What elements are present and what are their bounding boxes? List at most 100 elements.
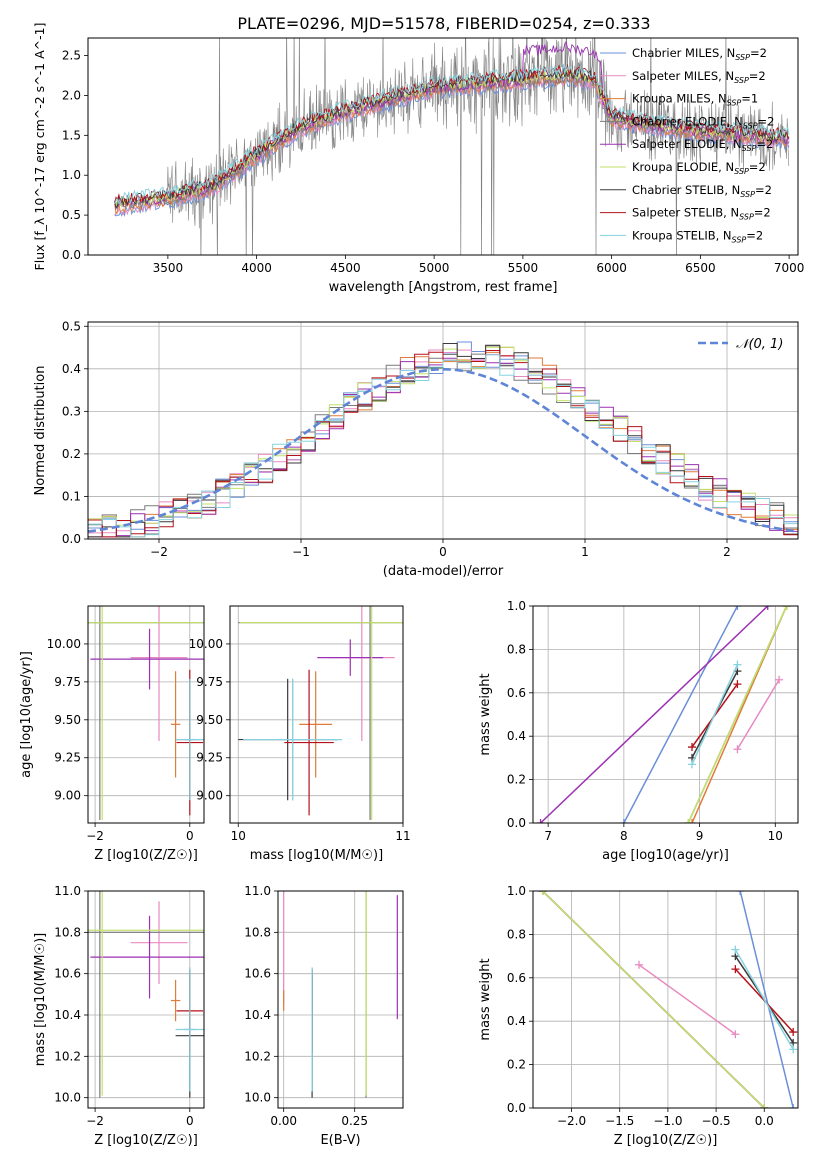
x-tick-label: −2 [86, 829, 104, 843]
errorbar-plot-area [88, 891, 204, 1098]
axes-frame [87, 37, 799, 256]
mass-weight-point [760, 1104, 769, 1108]
mass-weight-line [734, 949, 794, 1050]
y-tick-label: 0.1 [62, 489, 81, 503]
observed-spectrum-line [114, 38, 790, 255]
mass-weight-line [542, 891, 765, 1108]
mass-weight-point [731, 945, 740, 954]
chart-age-vs-Z: −2 0 9.00 9.25 9.50 9.75 10.00 Z [log10(Z/Z☉)] a… [19, 605, 205, 863]
legend-entry-label: Salpeter MILES, NSSP=2 [632, 69, 766, 85]
x-tick-label: 11 [395, 829, 410, 843]
y-tick-label: 9.50 [54, 713, 81, 727]
mass-weight-point [733, 606, 742, 610]
y-axis-label: age [log10(age/yr)] [19, 651, 34, 778]
y-tick-label: 1.0 [62, 168, 81, 182]
mass-weight-point [736, 891, 745, 895]
x-tick-label: 5000 [419, 261, 450, 275]
x-axis-label: (data-model)/error [383, 564, 504, 579]
x-axis-label: wavelength [Angstrom, rest frame] [329, 280, 558, 295]
axes-frame [229, 605, 404, 824]
y-tick-label: 2.5 [62, 49, 81, 63]
mass-weight-line [739, 891, 794, 1108]
x-tick-label: −1.0 [653, 1114, 682, 1128]
y-axis-label: Normed distribution [33, 366, 48, 496]
x-tick-label: 4500 [330, 261, 361, 275]
mass-weight-point [536, 819, 545, 823]
y-tick-label: 0.3 [62, 404, 81, 418]
y-tick-label: 9.00 [54, 789, 81, 803]
x-tick-label: −0.5 [702, 1114, 731, 1128]
mass-weight-line [691, 664, 739, 765]
y-tick-label: 0.8 [507, 642, 526, 656]
x-tick-label: 0 [186, 1114, 194, 1128]
errorbar-plot-area [283, 891, 398, 1098]
x-axis-label: Z [log10(Z/Z☉)] [94, 1133, 198, 1148]
legend-entry-label: Kroupa ELODIE, NSSP=2 [632, 160, 766, 176]
x-tick-label: −2.0 [557, 1114, 586, 1128]
residual-histogram [88, 354, 798, 538]
chart-age-vs-mass: 10 11 9.00 9.25 9.50 9.75 10.00 mass [log10(M/M… [189, 605, 411, 863]
mass-weight-point [688, 743, 696, 752]
x-tick-label: 8 [620, 829, 628, 843]
y-tick-label: 10.2 [54, 1049, 81, 1063]
x-tick-label: 0.00 [270, 1114, 297, 1128]
y-tick-label: 11.0 [244, 884, 271, 898]
x-tick-label: 0.25 [341, 1114, 368, 1128]
x-tick-label: 9 [696, 829, 704, 843]
spectrum-legend: Chabrier MILES, NSSP=2 Salpeter MILES, NS… [600, 46, 774, 244]
chart-mass-vs-Z: −2 0 10.0 10.2 10.4 10.6 10.8 11.0 Z [log10(Z/Z☉… [33, 884, 205, 1148]
x-tick-label: 0 [186, 829, 194, 843]
y-tick-label: 11.0 [54, 884, 81, 898]
axes-frame [532, 605, 799, 824]
y-tick-label: 10.0 [54, 1091, 81, 1105]
legend-entry-label: Chabrier MILES, NSSP=2 [632, 46, 767, 62]
residuals-plot-area [88, 341, 798, 538]
mass-weight-point [789, 1104, 798, 1108]
x-tick-label: 5500 [508, 261, 539, 275]
x-tick-label: 1 [581, 545, 589, 559]
chart-mw-vs-Z: −2.0 −1.5 −1.0 −0.5 0.0 0.0 0.2 0.4 0.6 0.8 1.0 Z [… [478, 884, 799, 1148]
y-tick-label: 10.4 [54, 1008, 81, 1022]
legend-entry-label: Salpeter ELODIE, NSSP=2 [632, 137, 773, 153]
mass-weight-point [733, 680, 742, 689]
y-tick-label: 1.0 [507, 599, 526, 613]
y-tick-label: 0.0 [62, 248, 81, 262]
mass-weight-point [619, 819, 628, 823]
figure-title: PLATE=0296, MJD=51578, FIBERID=0254, z=0… [237, 14, 650, 33]
x-tick-label: 2 [723, 545, 731, 559]
axes-frame [87, 890, 205, 1109]
mass-weight-point [782, 606, 791, 610]
y-tick-label: 9.75 [54, 675, 81, 689]
y-tick-label: 2.0 [62, 88, 81, 102]
mass-weight-line [623, 606, 739, 823]
mass-weight-point [731, 965, 740, 974]
y-tick-label: 10.6 [244, 967, 271, 981]
y-tick-label: 9.25 [54, 751, 81, 765]
y-tick-label: 1.0 [507, 884, 526, 898]
y-tick-label: 10.8 [54, 925, 81, 939]
mass-weight-point [733, 745, 742, 754]
y-tick-label: 0.5 [62, 319, 81, 333]
errorbar-plot-area [88, 606, 204, 820]
x-axis-label: age [log10(age/yr)] [602, 848, 729, 863]
axes-frame [87, 605, 205, 824]
y-tick-label: 0.0 [507, 1101, 526, 1115]
mass-weight-point [763, 606, 772, 610]
mass-weight-line [638, 964, 736, 1035]
legend-entry-label: Chabrier ELODIE, NSSP=2 [632, 114, 774, 130]
y-tick-label: 0.2 [507, 1058, 526, 1072]
y-tick-label: 10.6 [54, 967, 81, 981]
x-tick-label: 7000 [774, 261, 805, 275]
chart-residuals: −2 −1 0 1 2 0.0 0.1 0.2 0.3 0.4 0.5 (data-model)/er… [33, 319, 799, 579]
legend-entry-label: Kroupa STELIB, NSSP=2 [632, 228, 763, 244]
y-tick-label: 0.4 [62, 362, 81, 376]
chart-mw-vs-age: 7 8 9 10 0.0 0.2 0.4 0.6 0.8 1.0 age [log10(age/yr… [478, 599, 799, 863]
y-tick-label: 0.2 [507, 773, 526, 787]
x-tick-label: 6500 [685, 261, 716, 275]
x-tick-label: −1 [292, 545, 310, 559]
residual-histogram [88, 350, 798, 538]
y-tick-label: 9.50 [196, 713, 223, 727]
y-axis-label: mass weight [478, 958, 493, 1040]
mass-weight-point [733, 660, 742, 669]
mass-weight-line [736, 679, 780, 750]
